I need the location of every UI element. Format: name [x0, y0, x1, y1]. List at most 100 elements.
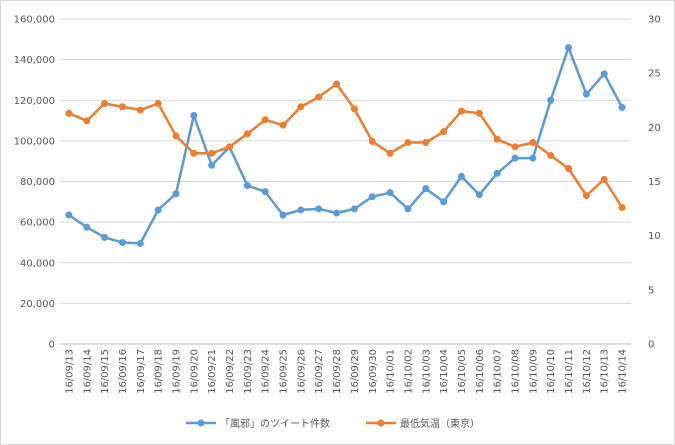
data-point — [333, 80, 341, 88]
y-right-tick-label: 10 — [648, 231, 661, 242]
data-point — [547, 96, 555, 104]
y-left-tick-label: 140,000 — [14, 55, 55, 66]
data-point — [261, 116, 269, 124]
data-point — [511, 143, 519, 151]
data-point — [368, 137, 376, 145]
data-point — [83, 223, 91, 231]
x-tick-label: 16/10/12 — [582, 349, 593, 394]
data-point — [279, 121, 287, 129]
legend-marker-tweets — [197, 419, 205, 427]
x-tick-label: 16/09/15 — [100, 349, 111, 394]
data-point — [136, 106, 144, 114]
x-tick-label: 16/09/24 — [261, 349, 272, 394]
y-right-tick-label: 15 — [648, 177, 661, 188]
y-right-tick-label: 0 — [648, 340, 654, 351]
data-point — [83, 117, 91, 125]
x-tick-label: 16/10/07 — [493, 349, 504, 394]
data-point — [101, 233, 109, 241]
x-tick-label: 16/10/04 — [439, 349, 450, 394]
y-right-tick-label: 5 — [648, 285, 654, 296]
x-tick-label: 16/09/17 — [136, 349, 147, 394]
data-point — [475, 191, 483, 199]
data-point — [190, 111, 198, 119]
legend-label-min-temp: 最低気温（東京） — [400, 417, 480, 430]
x-tick-label: 16/09/30 — [368, 349, 379, 394]
data-point — [565, 43, 573, 51]
data-point — [582, 90, 590, 98]
data-point — [65, 109, 73, 117]
legend: 「風邪」のツイート件数 最低気温（東京） — [186, 417, 480, 430]
data-point — [493, 169, 501, 177]
data-point — [118, 103, 126, 111]
x-tick-label: 16/10/05 — [457, 349, 468, 394]
legend-item-tweets: 「風邪」のツイート件数 — [186, 417, 330, 430]
y-left-tick-label: 0 — [49, 340, 55, 351]
y-left-tick-label: 40,000 — [20, 258, 55, 269]
x-tick-label: 16/09/18 — [154, 349, 165, 394]
data-point — [422, 185, 430, 193]
series-group — [65, 43, 626, 247]
data-point — [529, 139, 537, 146]
data-point — [529, 154, 537, 162]
data-point — [154, 100, 162, 107]
data-point — [315, 93, 323, 101]
data-point — [457, 107, 465, 115]
y-axis-left-tick-labels: 0 20,000 40,000 60,000 80,000 100,000 120,000 1… — [14, 15, 55, 351]
data-point — [297, 103, 305, 111]
data-point — [243, 182, 251, 190]
data-point — [457, 172, 465, 180]
x-tick-label: 16/10/13 — [600, 349, 611, 394]
y-left-tick-label: 100,000 — [14, 136, 55, 147]
x-tick-label: 16/09/23 — [243, 349, 254, 394]
x-tick-label: 16/10/01 — [386, 349, 397, 394]
y-axis-right-tick-labels: 0 5 10 15 20 25 30 — [648, 15, 661, 351]
x-tick-label: 16/09/22 — [225, 349, 236, 394]
x-tick-label: 16/10/08 — [511, 349, 522, 394]
x-tick-label: 16/09/19 — [171, 349, 182, 394]
x-tick-label: 16/09/29 — [350, 349, 361, 394]
x-tick-label: 16/10/02 — [403, 349, 414, 394]
series-tweets — [65, 43, 626, 247]
y-left-tick-label: 20,000 — [20, 299, 55, 310]
data-point — [565, 165, 573, 172]
data-point — [475, 109, 483, 117]
data-point — [600, 70, 608, 78]
y-left-tick-label: 120,000 — [14, 96, 55, 107]
data-point — [208, 149, 216, 157]
data-point — [440, 128, 448, 136]
data-point — [368, 193, 376, 201]
data-point — [618, 204, 626, 211]
x-tick-label: 16/09/13 — [64, 349, 75, 394]
y-left-tick-label: 160,000 — [14, 15, 55, 26]
data-point — [172, 132, 180, 140]
x-tick-label: 16/09/25 — [279, 349, 290, 394]
x-tick-label: 16/09/26 — [296, 349, 307, 394]
y-right-tick-label: 30 — [648, 15, 661, 26]
x-tick-label: 16/10/06 — [475, 349, 486, 394]
data-point — [350, 205, 358, 213]
data-point — [154, 206, 162, 214]
x-axis-tick-labels: 16/09/13 16/09/14 16/09/15 16/09/16 16/09/17… — [64, 349, 628, 394]
data-point — [600, 175, 608, 183]
data-point — [118, 238, 126, 246]
data-point — [136, 239, 144, 247]
data-point — [350, 105, 358, 113]
series-min-temp — [65, 80, 626, 211]
series-line — [68, 82, 624, 209]
data-point — [297, 206, 305, 214]
data-point — [315, 205, 323, 213]
data-point — [511, 154, 519, 162]
y-left-tick-label: 80,000 — [20, 177, 55, 188]
series-line — [68, 46, 624, 245]
gridlines — [60, 18, 631, 345]
data-point — [101, 100, 109, 107]
x-tick-label: 16/10/10 — [546, 349, 557, 394]
data-point — [618, 103, 626, 111]
data-point — [243, 130, 251, 138]
data-point — [208, 161, 216, 169]
x-tick-label: 16/10/14 — [618, 349, 629, 394]
data-point — [404, 205, 412, 213]
data-point — [422, 139, 430, 146]
legend-label-tweets: 「風邪」のツイート件数 — [220, 417, 330, 430]
